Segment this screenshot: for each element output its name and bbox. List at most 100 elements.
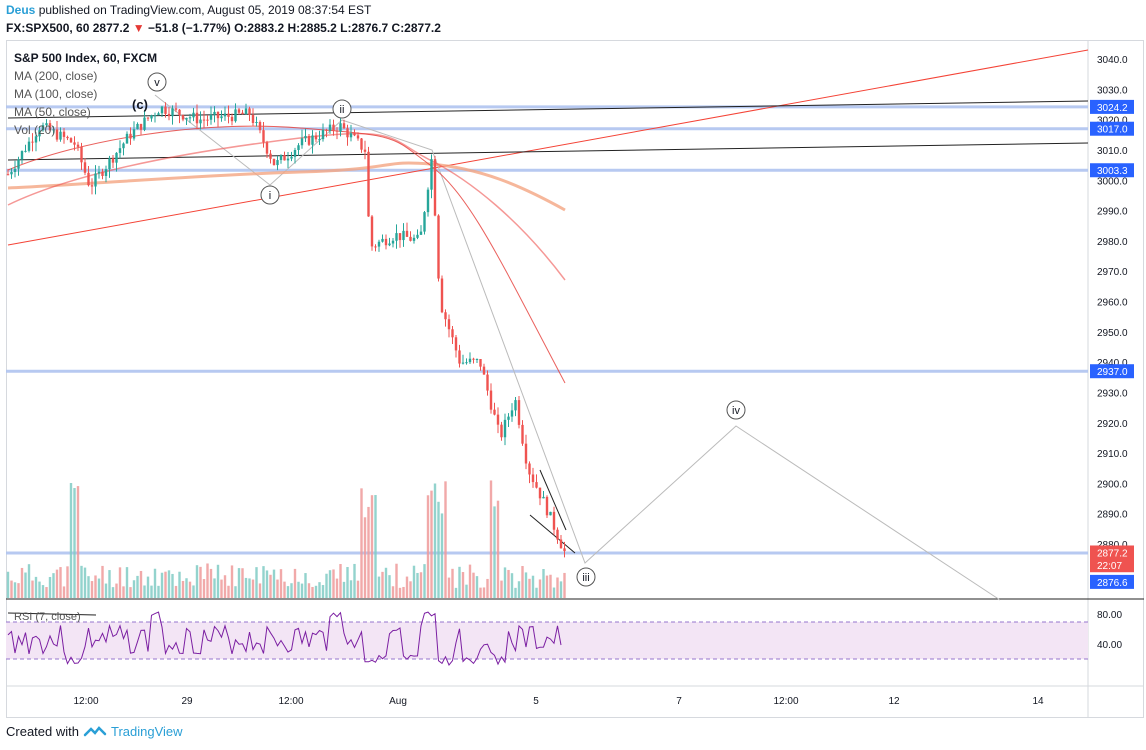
volume-bar bbox=[129, 587, 132, 598]
volume-bar bbox=[332, 569, 335, 598]
candle-body bbox=[31, 141, 34, 143]
candle-body bbox=[38, 130, 41, 137]
volume-bar bbox=[545, 575, 549, 598]
volume-bar bbox=[468, 564, 472, 598]
volume-bar bbox=[300, 583, 304, 598]
price-tick-label: 2990.0 bbox=[1097, 207, 1128, 218]
volume-bar bbox=[202, 579, 206, 598]
volume-bar bbox=[559, 581, 563, 598]
candle-body bbox=[328, 124, 332, 131]
volume-bar bbox=[10, 580, 13, 598]
volume-bar bbox=[174, 585, 178, 598]
candle-body bbox=[136, 123, 139, 130]
volume-bar bbox=[276, 579, 279, 598]
price-tick-label: 2980.0 bbox=[1097, 237, 1128, 248]
candle-body bbox=[479, 359, 482, 367]
volume-bar bbox=[20, 567, 24, 598]
volume-bar bbox=[360, 488, 363, 598]
candle-body bbox=[535, 482, 538, 488]
candle-body bbox=[342, 123, 346, 129]
candle-body bbox=[283, 155, 286, 161]
volume-bar bbox=[489, 480, 493, 598]
volume-bar bbox=[181, 580, 185, 598]
candle-body bbox=[132, 129, 136, 139]
wave-label: iii bbox=[582, 572, 589, 584]
volume-bar bbox=[279, 569, 283, 598]
candle-body bbox=[48, 123, 52, 131]
ma100-line bbox=[7, 132, 566, 281]
candle-body bbox=[339, 123, 342, 132]
tradingview-brand[interactable]: TradingView bbox=[110, 724, 183, 739]
volume-bar bbox=[542, 569, 545, 598]
legend-item: S&P 500 Index, 60, FXCM bbox=[14, 51, 157, 65]
black-trend-line-lower bbox=[7, 142, 1089, 161]
black-trend-line-upper bbox=[7, 100, 1089, 119]
candle-body bbox=[405, 230, 409, 237]
price-tick-label: 2950.0 bbox=[1097, 328, 1128, 339]
volume-bar bbox=[486, 578, 489, 598]
volume-bar bbox=[325, 573, 328, 598]
time-tick-label: Aug bbox=[389, 696, 407, 707]
volume-bar bbox=[108, 570, 111, 598]
candle-body bbox=[423, 212, 426, 232]
wave-label: (c) bbox=[132, 97, 148, 112]
candle-body bbox=[507, 416, 510, 420]
candle-body bbox=[181, 115, 185, 120]
candle-body bbox=[447, 319, 451, 330]
candle-body bbox=[209, 114, 213, 120]
volume-bar bbox=[377, 576, 381, 598]
volume-bar bbox=[500, 580, 503, 598]
candle-body bbox=[185, 117, 188, 120]
candle-body bbox=[104, 169, 108, 176]
volume-bar bbox=[297, 581, 300, 598]
price-tick-label: 3000.0 bbox=[1097, 176, 1128, 187]
candle-body bbox=[160, 106, 164, 114]
candle-body bbox=[234, 109, 237, 122]
volume-bar bbox=[216, 564, 220, 598]
change-arrow-icon: ▼ bbox=[132, 21, 145, 35]
volume-bar bbox=[188, 581, 192, 598]
volume-bar bbox=[31, 580, 34, 598]
price-tick-label: 2900.0 bbox=[1097, 479, 1128, 490]
wave-label-circle bbox=[332, 99, 352, 119]
candle-body bbox=[227, 113, 230, 117]
author-name[interactable]: Deus bbox=[6, 3, 36, 17]
candle-body bbox=[388, 243, 391, 246]
volume-bar bbox=[349, 580, 353, 598]
candle-body bbox=[241, 112, 244, 115]
candle-body bbox=[311, 135, 314, 145]
candle-body bbox=[430, 159, 433, 190]
candle-body bbox=[188, 117, 192, 119]
candle-body bbox=[55, 129, 59, 140]
volume-bar bbox=[384, 567, 388, 598]
volume-bar bbox=[335, 578, 339, 598]
candle-body bbox=[549, 511, 552, 516]
volume-bar bbox=[563, 572, 566, 598]
volume-bar bbox=[69, 483, 73, 598]
candle-body bbox=[381, 238, 384, 242]
candle-body bbox=[346, 128, 349, 138]
volume-bar bbox=[139, 570, 143, 598]
wave-label: i bbox=[269, 190, 271, 202]
volume-bar bbox=[227, 585, 230, 598]
rsi-legend: RSI (7, close) bbox=[14, 611, 81, 623]
candle-body bbox=[125, 133, 129, 144]
candle-body bbox=[94, 173, 97, 187]
candle-body bbox=[129, 133, 132, 139]
volume-bar bbox=[402, 586, 405, 598]
price-tick-label: 3020.0 bbox=[1097, 116, 1128, 127]
candle-body bbox=[356, 135, 360, 139]
candle-body bbox=[412, 237, 416, 241]
candle-body bbox=[174, 108, 178, 110]
volume-bar bbox=[80, 565, 83, 598]
candle-body bbox=[304, 135, 307, 139]
candle-body bbox=[524, 443, 528, 464]
volume-bar bbox=[27, 564, 31, 598]
candle-body bbox=[503, 419, 507, 438]
volume-bar bbox=[465, 584, 468, 598]
candle-body bbox=[206, 119, 209, 121]
candle-body bbox=[195, 112, 199, 124]
candle-body bbox=[248, 108, 251, 115]
volume-bar bbox=[255, 567, 258, 598]
